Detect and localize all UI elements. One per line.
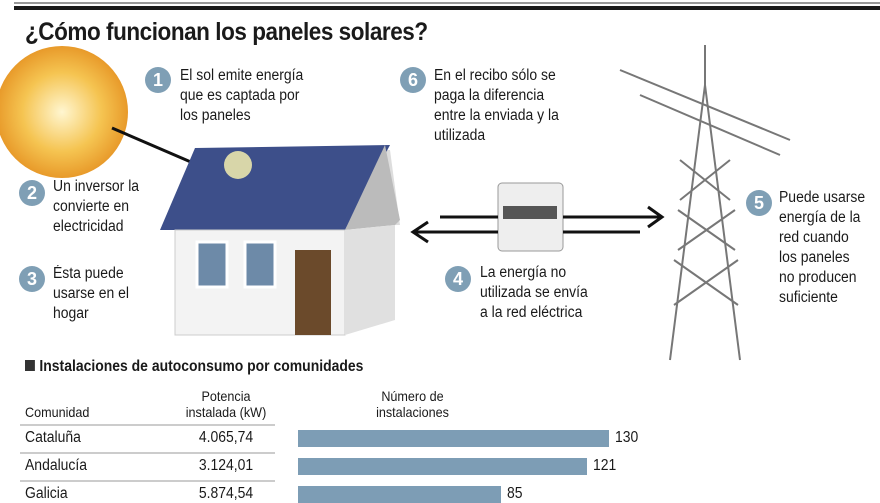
page-title: ¿Cómo funcionan los paneles solares? (25, 18, 428, 46)
header-divider (20, 424, 275, 426)
row-divider (20, 452, 275, 454)
top-rule (14, 2, 880, 4)
step-6-text: En el recibo sólo se paga la diferencia en… (434, 67, 559, 144)
step-4-badge: 4 (445, 266, 471, 292)
bar-value-label: 85 (507, 485, 523, 502)
bar-instalaciones (298, 458, 588, 475)
col-header-comunidad: Comunidad (25, 404, 90, 420)
step-3-badge: 3 (19, 266, 45, 292)
step-4-text: La energía no utilizada se envía a la red … (480, 264, 588, 321)
top-rule-thick (14, 6, 880, 10)
meter-icon (497, 182, 564, 252)
step-3-text: Ésta puede usarse en el hogar (53, 265, 130, 322)
col-header-numero: Número de instalaciones (376, 388, 449, 420)
step-5-text: Puede usarse energía de la red cuando los p… (779, 189, 866, 306)
step-2-badge: 2 (19, 180, 45, 206)
row-comunidad: Andalucía (25, 457, 88, 474)
house-icon (160, 145, 400, 336)
row-divider (20, 480, 275, 482)
bidirectional-arrows (410, 205, 665, 244)
row-potencia: 5.874,54 (198, 485, 254, 502)
step-6-badge: 6 (400, 67, 426, 93)
row-potencia: 4.065,74 (198, 429, 254, 446)
sun-icon (0, 46, 128, 178)
step-1-text: El sol emite energía que es captada por lo… (180, 67, 304, 124)
square-bullet-icon (25, 360, 35, 371)
row-potencia: 3.124,01 (198, 457, 254, 474)
bar-instalaciones (298, 430, 609, 447)
row-comunidad: Galicia (25, 485, 68, 502)
col-header-potencia: Potencia instalada (kW) (185, 388, 267, 420)
section-title: Instalaciones de autoconsumo por comunid… (25, 358, 363, 376)
row-comunidad: Cataluña (25, 429, 81, 446)
bar-value-label: 121 (593, 457, 617, 474)
step-5-badge: 5 (746, 190, 772, 216)
power-tower-icon (619, 45, 791, 361)
bar-value-label: 130 (615, 429, 639, 446)
step-2-text: Un inversor la convierte en electricidad (53, 178, 140, 235)
step-1-badge: 1 (145, 67, 171, 93)
solar-illustration (0, 45, 791, 361)
